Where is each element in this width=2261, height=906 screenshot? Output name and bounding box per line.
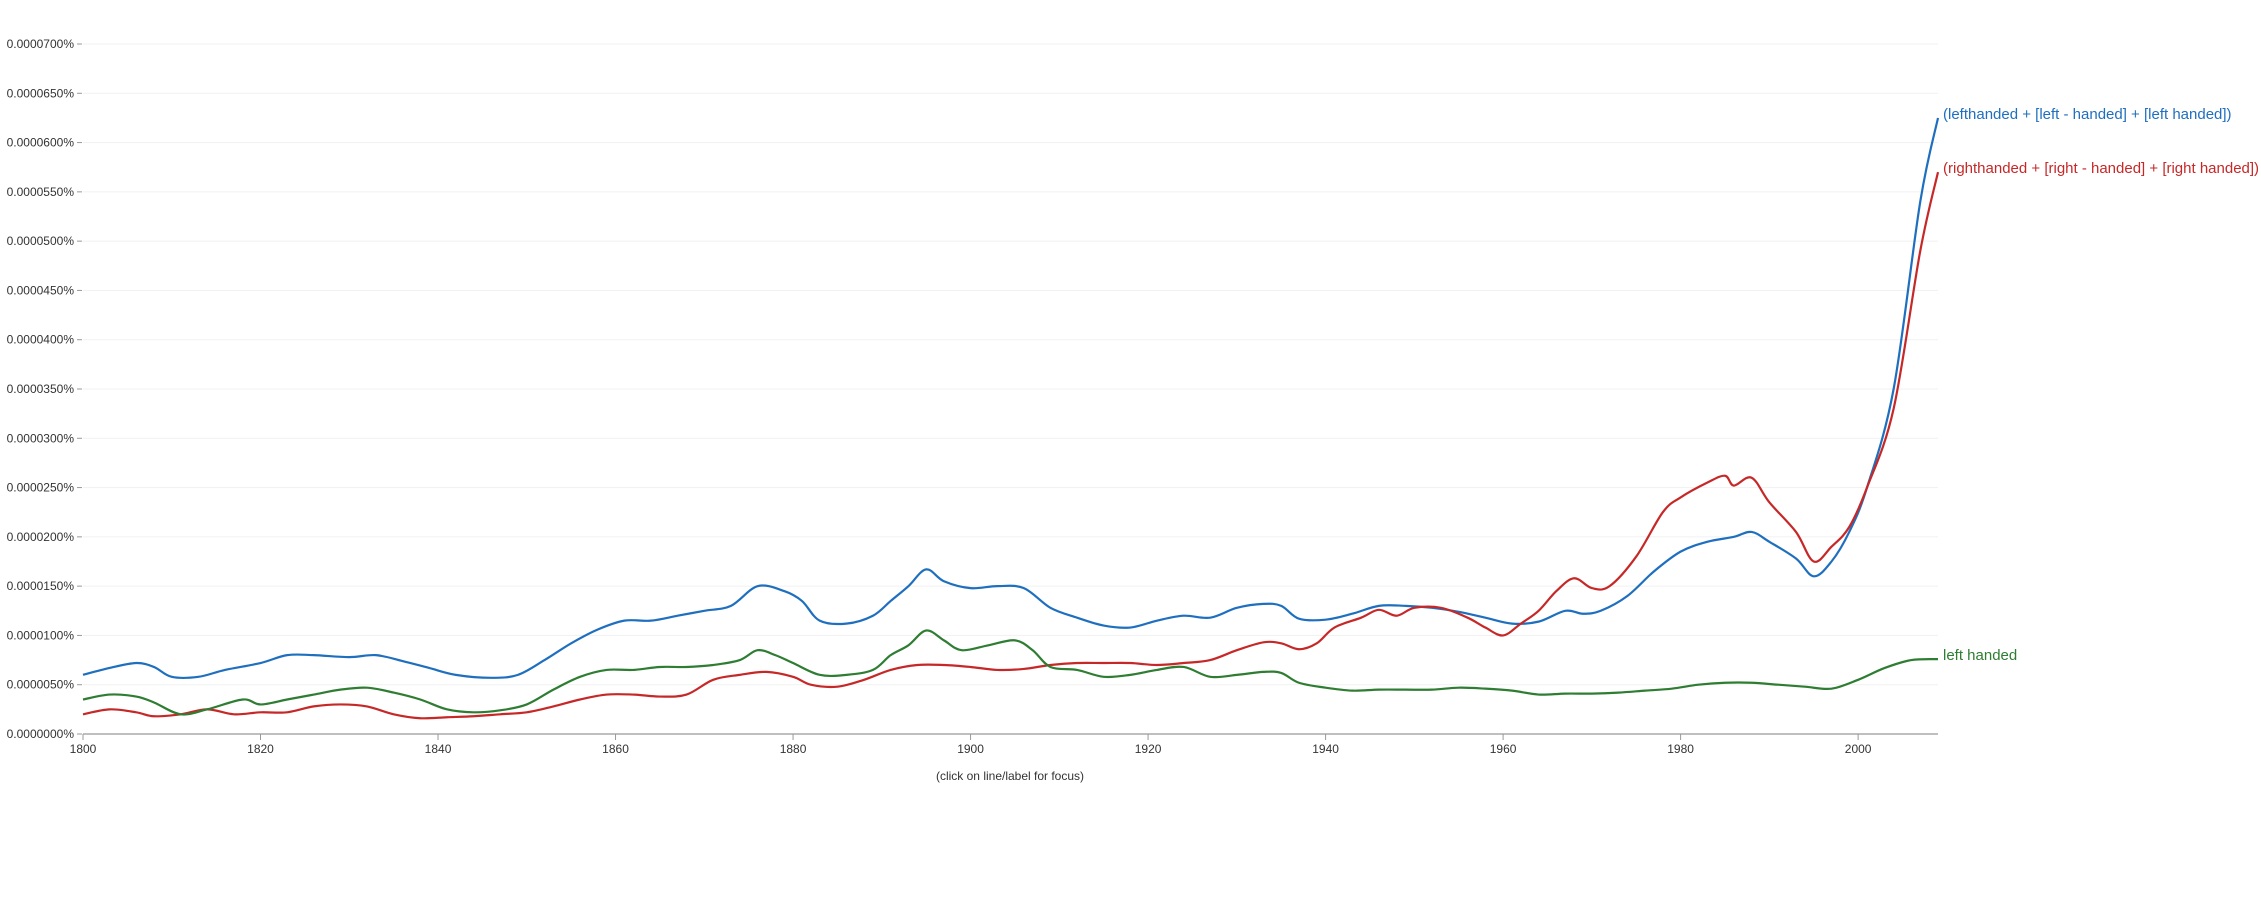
series-label-left-handed[interactable]: left handed xyxy=(1943,647,2017,664)
x-tick-label: 1900 xyxy=(957,742,984,756)
x-tick-label: 1920 xyxy=(1135,742,1162,756)
y-tick-label: 0.0000550% xyxy=(7,185,75,199)
series-lines[interactable] xyxy=(82,117,1940,720)
x-tick-label: 1940 xyxy=(1312,742,1339,756)
series-label-lefthanded[interactable]: (lefthanded + [left - handed] + [left ha… xyxy=(1943,106,2232,123)
y-axis: 0.0000000% 0.0000050% 0.0000100% 0.0000150%… xyxy=(7,37,82,741)
y-tick-label: 0.0000450% xyxy=(7,283,75,297)
y-tick-label: 0.0000300% xyxy=(7,431,75,445)
gridlines xyxy=(83,43,1938,686)
y-tick-label: 0.0000200% xyxy=(7,530,75,544)
y-tick-label: 0.0000100% xyxy=(7,628,75,642)
y-tick-label: 0.0000250% xyxy=(7,481,75,495)
series-label-righthanded[interactable]: (righthanded + [right - handed] + [right… xyxy=(1943,160,2259,177)
x-tick-label: 1840 xyxy=(425,742,452,756)
x-tick-label: 1820 xyxy=(247,742,274,756)
x-tick-label: 1860 xyxy=(602,742,629,756)
x-tick-label: 2000 xyxy=(1845,742,1872,756)
series-line-lefthanded[interactable] xyxy=(82,117,1940,679)
y-tick-label: 0.0000700% xyxy=(7,37,75,51)
x-tick-label: 1980 xyxy=(1667,742,1694,756)
y-tick-label: 0.0000000% xyxy=(7,727,75,741)
x-axis: 1800 1820 1840 1860 1880 1900 1920 1940 1960 1980… xyxy=(70,733,1938,756)
x-tick-label: 1960 xyxy=(1490,742,1517,756)
x-tick-label: 1800 xyxy=(70,742,97,756)
y-tick-label: 0.0000600% xyxy=(7,136,75,150)
y-tick-label: 0.0000050% xyxy=(7,678,75,692)
y-tick-label: 0.0000650% xyxy=(7,86,75,100)
series-line-left-handed[interactable] xyxy=(82,629,1939,716)
y-tick-label: 0.0000350% xyxy=(7,382,75,396)
y-tick-label: 0.0000400% xyxy=(7,333,75,347)
series-labels[interactable]: (lefthanded + [left - handed] + [left ha… xyxy=(1943,106,2259,664)
x-tick-label: 1880 xyxy=(780,742,807,756)
focus-hint: (click on line/label for focus) xyxy=(936,769,1084,783)
y-tick-label: 0.0000500% xyxy=(7,234,75,248)
y-tick-label: 0.0000150% xyxy=(7,579,75,593)
series-line-righthanded[interactable] xyxy=(82,171,1940,720)
